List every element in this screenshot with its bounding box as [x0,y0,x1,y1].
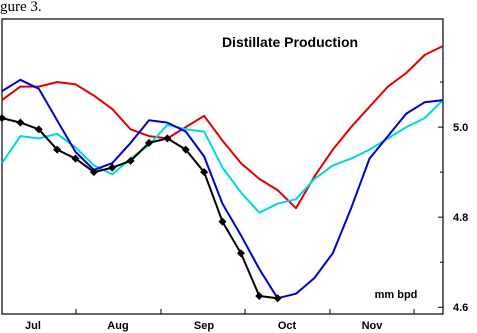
series-line-3 [1,78,444,300]
series-4-point [163,134,172,143]
y-tick-label: 5.0 [453,122,468,134]
series-4-point [0,114,6,123]
y-tick-label: 4.8 [453,212,468,224]
series-4-point [255,291,264,300]
series-4-point [53,145,62,154]
series-4-point [218,217,227,226]
series-4-point [181,145,190,154]
series-4-point [200,168,209,177]
series-4-point [34,125,43,134]
series-4-point [236,249,245,258]
chart-title: Distillate Production [222,34,358,50]
x-tick-label-aug: Aug [107,320,128,332]
y-axis-ticks: 5.0 4.8 4.6 [438,81,468,314]
series-line-2 [1,99,444,214]
series-4-point [145,138,153,147]
series-line-4 [1,117,278,300]
series-4-point [16,118,25,127]
series-4-point [108,163,117,172]
x-tick-label-nov: Nov [362,320,384,332]
y-tick-label: 4.6 [453,302,468,314]
x-tick-label-oct: Oct [278,320,297,332]
x-tick-label-sep: Sep [194,320,214,332]
series-4-point [71,154,80,163]
x-tick-label-jul: Jul [25,320,41,332]
series-line-1 [1,45,444,210]
series-4-point [273,294,282,303]
unit-label: mm bpd [375,289,418,301]
header-fragment: gure 3. [0,0,42,15]
series-layer [0,45,444,303]
x-axis-ticks: Jul Aug Sep Oct Nov [25,309,415,332]
series-4-point [126,156,135,165]
series-4-point [89,168,98,177]
